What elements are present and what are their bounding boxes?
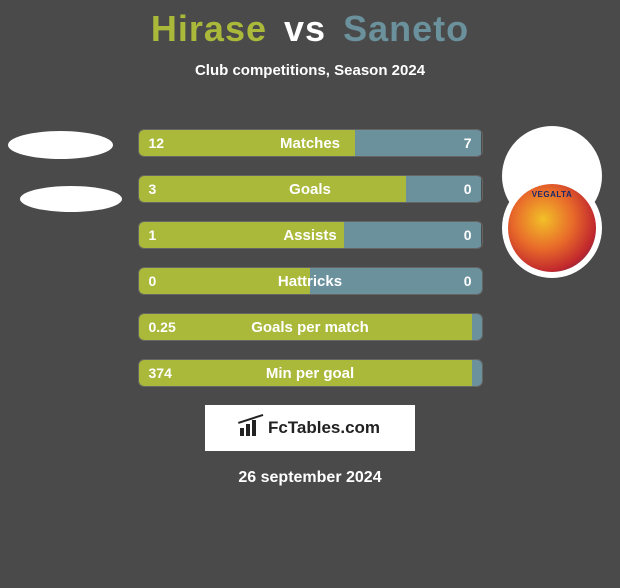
player1-silhouette-top bbox=[8, 131, 113, 159]
stat-left-value: 0.25 bbox=[149, 319, 176, 335]
stat-right-bar: 0 bbox=[310, 268, 482, 294]
team-badge-art: VEGALTA bbox=[508, 184, 596, 272]
stat-right-bar: 7 bbox=[355, 130, 482, 156]
stat-right-value: 0 bbox=[464, 227, 472, 243]
stat-left-value: 12 bbox=[149, 135, 165, 151]
subtitle: Club competitions, Season 2024 bbox=[0, 62, 620, 79]
stat-right-bar: 0 bbox=[344, 222, 481, 248]
team-badge: VEGALTA bbox=[502, 178, 602, 278]
stat-left-value: 3 bbox=[149, 181, 157, 197]
stat-left-bar: 1 bbox=[139, 222, 345, 248]
stat-left-bar: 12 bbox=[139, 130, 355, 156]
stat-right-bar: 0 bbox=[406, 176, 481, 202]
date-label: 26 september 2024 bbox=[0, 469, 620, 487]
player1-name: Hirase bbox=[151, 8, 267, 49]
chart-icon bbox=[240, 420, 262, 436]
stat-row: 0.25Goals per match bbox=[138, 313, 483, 341]
stat-right-value: 0 bbox=[464, 273, 472, 289]
stat-left-value: 0 bbox=[149, 273, 157, 289]
stat-right-bar bbox=[472, 314, 482, 340]
fctables-brand[interactable]: FcTables.com bbox=[205, 405, 415, 451]
team-badge-text: VEGALTA bbox=[508, 190, 596, 199]
stat-left-value: 374 bbox=[149, 365, 172, 381]
stat-right-bar bbox=[472, 360, 482, 386]
player2-name: Saneto bbox=[343, 8, 469, 49]
stat-right-value: 0 bbox=[464, 181, 472, 197]
stats-list: 127Matches30Goals10Assists00Hattricks0.2… bbox=[138, 129, 483, 387]
stat-left-bar: 374 bbox=[139, 360, 472, 386]
stat-right-value: 7 bbox=[464, 135, 472, 151]
stat-left-bar: 0 bbox=[139, 268, 311, 294]
stat-left-bar: 3 bbox=[139, 176, 407, 202]
stat-left-value: 1 bbox=[149, 227, 157, 243]
stat-row: 30Goals bbox=[138, 175, 483, 203]
vs-label: vs bbox=[284, 8, 326, 49]
stat-row: 10Assists bbox=[138, 221, 483, 249]
brand-text: FcTables.com bbox=[268, 418, 380, 438]
stat-row: 374Min per goal bbox=[138, 359, 483, 387]
stat-left-bar: 0.25 bbox=[139, 314, 472, 340]
player1-silhouette-bottom bbox=[20, 186, 122, 212]
stat-row: 127Matches bbox=[138, 129, 483, 157]
stat-row: 00Hattricks bbox=[138, 267, 483, 295]
page-title: Hirase vs Saneto bbox=[0, 8, 620, 50]
